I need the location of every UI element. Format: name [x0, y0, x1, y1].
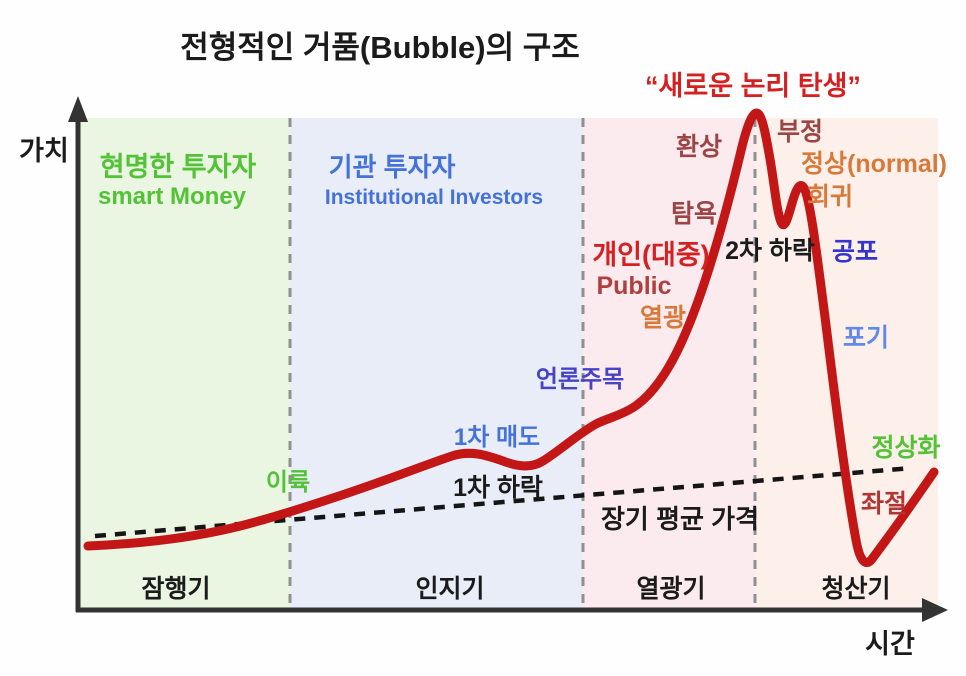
label-denial: 부정	[777, 118, 823, 146]
label-normalization: 정상화	[871, 434, 940, 462]
label-institutional-en: Institutional Investors	[325, 186, 543, 209]
label-capitulation: 포기	[843, 324, 889, 352]
y-axis-arrowhead	[68, 96, 88, 122]
label-media-attention: 언론주목	[536, 366, 624, 393]
y-axis-label: 가치	[19, 136, 69, 166]
band-blowoff-phase	[755, 118, 938, 608]
label-public-en: Public	[596, 272, 671, 300]
phase-label-awareness: 인지기	[415, 575, 484, 603]
x-axis-label: 시간	[865, 629, 915, 659]
label-new-paradigm: “새로운 논리 탄생”	[645, 71, 861, 101]
label-smart-money-en: smart Money	[98, 183, 247, 210]
label-take-off: 이륙	[266, 469, 310, 496]
label-public-kr: 개인(대중)	[592, 240, 709, 270]
price-curve	[83, 108, 939, 567]
band-awareness-phase	[290, 118, 583, 608]
label-smart-money-kr: 현명한 투자자	[100, 152, 257, 182]
label-first-sell: 1차 매도	[454, 424, 540, 451]
chart-title: 전형적인 거품(Bubble)의 구조	[180, 30, 580, 65]
label-enthusiasm: 열광	[640, 304, 686, 332]
label-return-normal: 정상(normal)	[801, 150, 947, 178]
label-fear: 공포	[832, 238, 878, 266]
phase-label-stealth: 잠행기	[141, 575, 210, 603]
label-first-drop: 1차 하락	[453, 474, 543, 502]
label-despair: 좌절	[861, 490, 907, 518]
label-greed: 탐욕	[671, 200, 717, 228]
label-delusion: 환상	[676, 133, 722, 161]
label-institutional-kr: 기관 투자자	[329, 152, 456, 182]
x-axis-arrowhead	[922, 598, 948, 622]
label-mean-price: 장기 평균 가격	[601, 504, 759, 534]
phase-label-blowoff: 청산기	[821, 575, 890, 603]
label-second-drop: 2차 하락	[725, 237, 815, 265]
phase-label-mania: 열광기	[636, 575, 705, 603]
label-return-kr: 회귀	[807, 183, 853, 211]
mean-price-trend-line	[94, 465, 913, 539]
